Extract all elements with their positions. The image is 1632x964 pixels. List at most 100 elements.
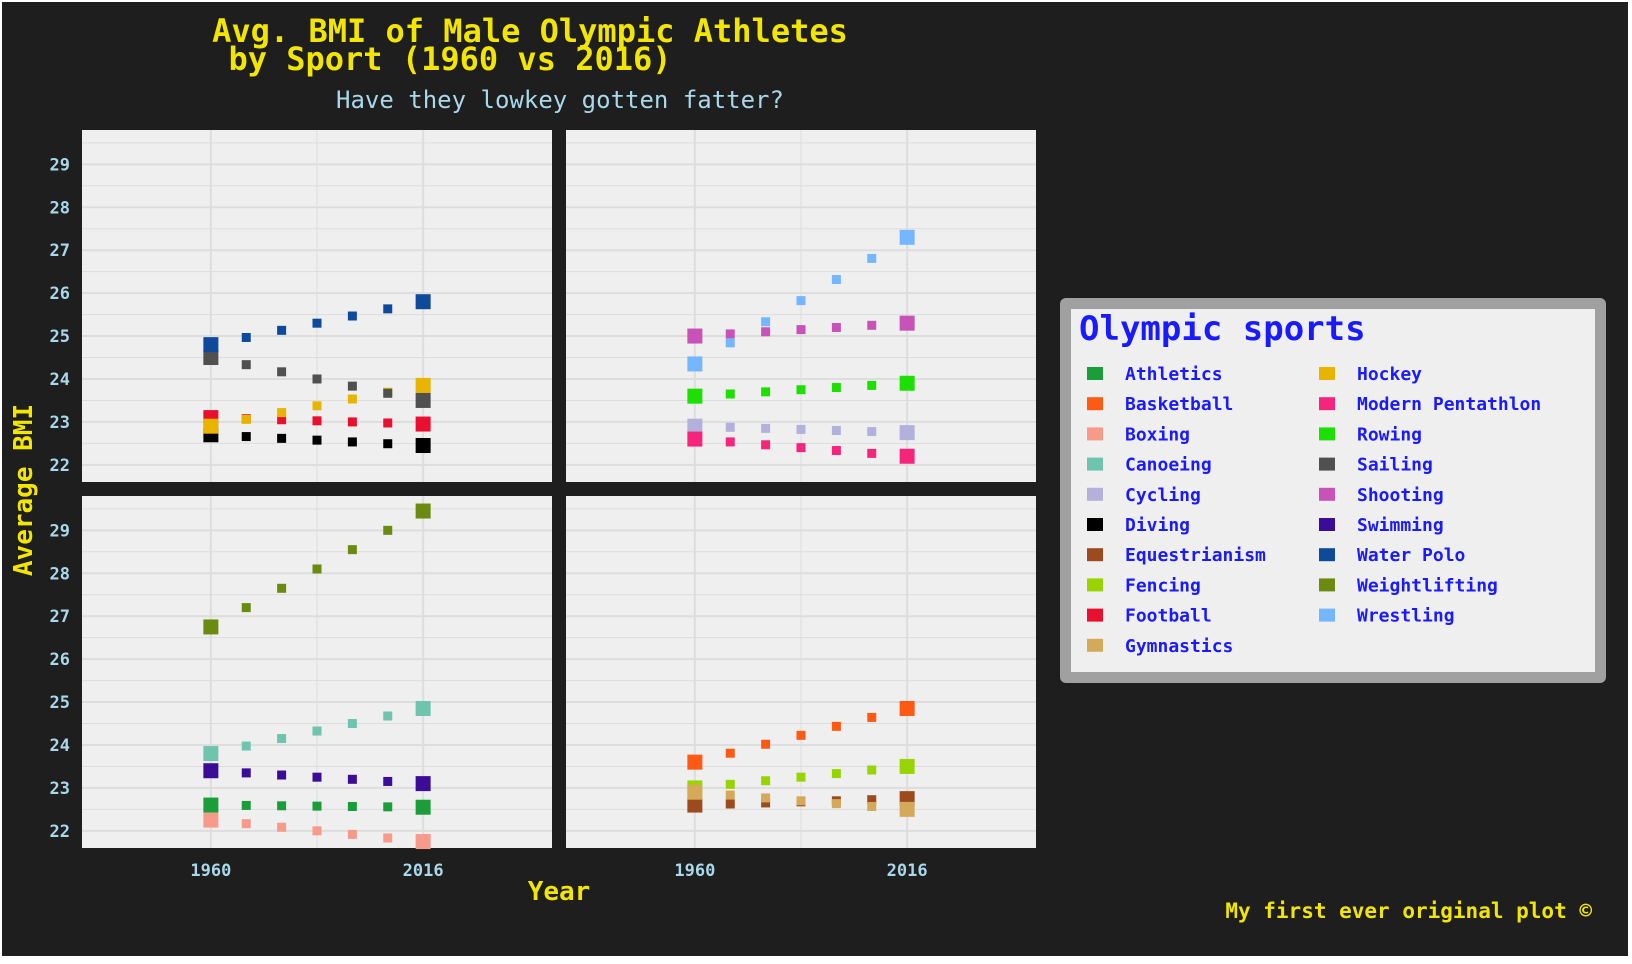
series-boxing [203,812,431,850]
legend-item: Sailing [1319,455,1433,476]
series-dot [761,798,771,808]
data-point [687,328,703,344]
series-dot [383,304,393,314]
legend-item: Rowing [1319,424,1422,445]
legend-swatch [1087,427,1103,441]
data-point [203,812,219,828]
y-tick-label: 24 [50,370,70,390]
series-canoeing [203,700,431,762]
data-point [687,797,703,813]
y-tick-label: 27 [50,241,70,261]
series-basketball [687,700,915,770]
data-point [687,784,703,800]
series-dot [831,446,841,456]
data-point [415,776,431,792]
data-point [899,315,915,331]
legend-label: Athletics [1125,364,1223,385]
chart-title-line1: Avg. BMI of Male Olympic Athletes [212,12,848,50]
series-dot [277,367,287,377]
legend-item: Canoeing [1087,455,1212,476]
series-dot [241,741,251,751]
series-dot [867,427,877,437]
series-dot [383,388,393,398]
series-dot [761,327,771,337]
data-point [899,700,915,716]
legend-swatch [1319,367,1335,380]
series-wrestling [687,229,915,372]
legend-item: Basketball [1087,394,1233,415]
y-tick-label: 24 [50,736,70,756]
legend-label: Football [1125,606,1212,627]
data-point [899,425,915,441]
series-dot [761,387,771,397]
legend-item: Equestrianism [1087,545,1266,566]
data-point [899,758,915,774]
series-dot [867,765,877,775]
data-point [415,377,431,393]
series-dot [312,801,322,811]
legend-item: Boxing [1087,424,1190,445]
legend-label: Canoeing [1125,455,1212,476]
series-dot [725,799,735,809]
series-rowing [687,375,915,404]
y-tick-label: 28 [50,564,70,584]
data-point [415,392,431,408]
data-point [203,763,219,779]
legend-item: Shooting [1319,485,1444,506]
data-point [415,294,431,310]
data-point [899,448,915,464]
legend-label: Fencing [1125,575,1201,596]
series-dot [241,432,251,442]
y-tick-label: 23 [50,779,70,799]
x-tick-label: 1960 [190,861,231,881]
series-dot [277,770,287,780]
series-dot [347,829,357,839]
legend-item: Hockey [1319,364,1422,385]
facet-panels [82,130,1036,850]
chart-subtitle: Have they lowkey gotten fatter? [336,86,784,114]
series-dot [761,793,771,803]
legend-label: Weightlifting [1357,575,1498,596]
series-dot [277,415,287,425]
legend-item: Wrestling [1319,606,1455,627]
series-dot [277,433,287,443]
series-athletics [203,797,431,815]
legend-swatch [1319,578,1335,592]
series-dot [831,425,841,435]
data-point [203,746,219,762]
x-tick-labels: 1960 2016 1960 2016 [190,861,927,881]
series-dot [867,448,877,458]
legend-item: Swimming [1319,515,1444,536]
legend-label: Shooting [1357,485,1444,506]
legend-swatch [1087,548,1103,562]
legend-items: Athletics Basketball Boxing Canoeing Cycling… [1087,364,1541,657]
y-tick-label: 22 [50,822,70,842]
legend-item: Football [1087,606,1212,627]
chart-caption: My first ever original plot © [1225,899,1592,923]
legend-item: Athletics [1087,364,1223,385]
legend-swatch [1087,397,1103,411]
data-point [899,801,915,817]
series-dot [383,418,393,428]
legend-label: Rowing [1357,424,1422,445]
legend-label: Sailing [1357,455,1433,476]
legend-label: Hockey [1357,364,1422,385]
series-dot [867,253,877,263]
legend-item: Water Polo [1319,545,1465,566]
series-dot [312,374,322,384]
series-dot [796,730,806,740]
legend-label: Modern Pentathlon [1357,394,1541,415]
legend-label: Equestrianism [1125,545,1266,566]
legend-swatch [1319,487,1335,501]
legend-swatch [1319,608,1335,622]
series-dot [347,719,357,729]
y-tick-label: 29 [50,521,70,541]
series-dot [347,394,357,404]
series-dot [241,360,251,370]
series-dot [796,796,806,806]
series-dot [383,711,393,721]
data-point [687,754,703,770]
series-dot [312,435,322,445]
legend-swatch [1319,518,1335,531]
series-dot [867,320,877,330]
